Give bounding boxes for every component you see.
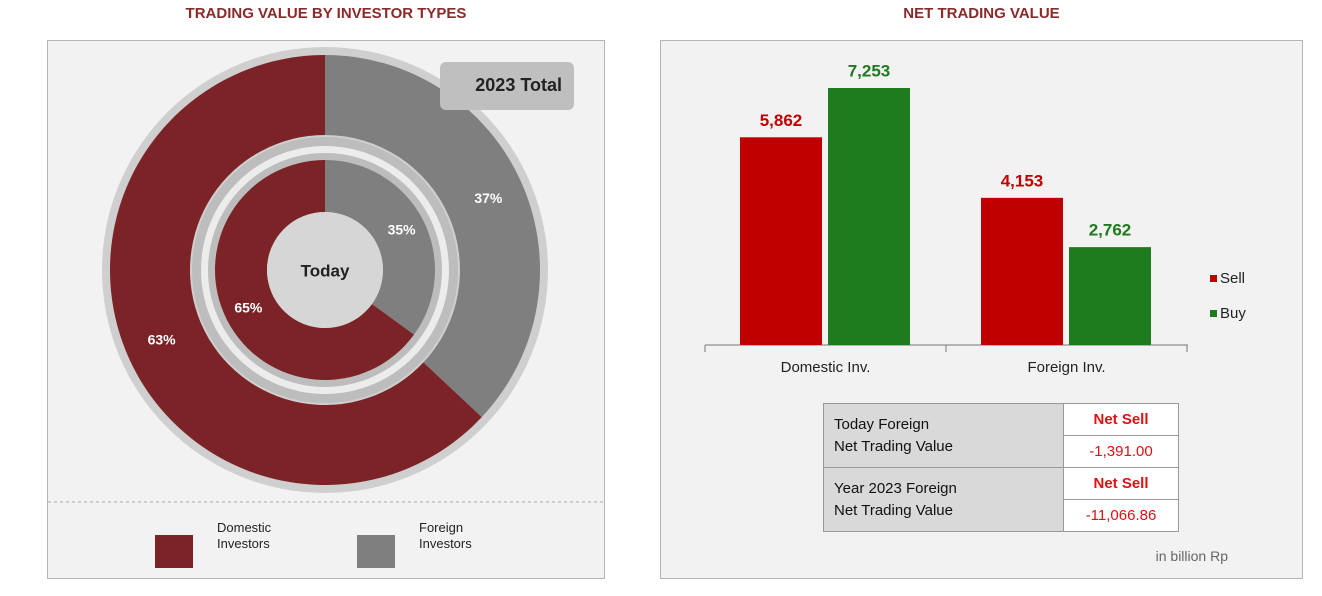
- bar-value-label: 5,862: [760, 111, 803, 130]
- status: Net Sell: [1063, 403, 1179, 436]
- x-tick-label: Foreign Inv.: [1027, 359, 1105, 376]
- table-row: Year 2023 Foreign Net Trading Value Net Se…: [823, 467, 1179, 532]
- bar-value-label: 7,253: [848, 61, 891, 80]
- net-table: Today Foreign Net Trading Value Net Sell -…: [823, 403, 1179, 532]
- bar: [1069, 247, 1151, 345]
- legend-swatch: [1210, 310, 1217, 317]
- bar-value-label: 4,153: [1001, 171, 1044, 190]
- outer-ring-name: 2023 Total: [475, 75, 562, 95]
- net-value: -11,066.86: [1063, 499, 1179, 532]
- row-label: Year 2023 Foreign Net Trading Value: [823, 467, 1064, 532]
- bar: [981, 197, 1063, 345]
- label-line: Net Trading Value: [834, 501, 953, 519]
- donut-slice: [325, 160, 436, 335]
- table-row: Today Foreign Net Trading Value Net Sell: [823, 403, 1179, 468]
- donut-slice: [109, 55, 482, 485]
- bar-value-label: 2,762: [1089, 221, 1132, 240]
- slice-label: 37%: [474, 190, 503, 206]
- label-line: Year 2023 Foreign: [834, 479, 957, 497]
- inner-ring-name: Today: [301, 261, 350, 280]
- status: Net Sell: [1063, 467, 1179, 500]
- bar: [828, 88, 910, 345]
- donut-title: TRADING VALUE BY INVESTOR TYPES: [185, 5, 467, 22]
- bar-title: NET TRADING VALUE: [903, 5, 1060, 22]
- legend-swatch: [155, 535, 193, 568]
- label-line: Today Foreign: [834, 415, 930, 433]
- ring-label-box: [440, 62, 574, 110]
- legend-label: Foreign Investors: [419, 520, 472, 551]
- net-value: -1,391.00: [1063, 435, 1179, 468]
- label-line: Net Trading Value: [834, 437, 953, 455]
- donut-slice: [215, 160, 414, 380]
- slice-label: 35%: [388, 222, 417, 238]
- donut-slice: [325, 55, 540, 418]
- legend-swatch: [357, 535, 395, 568]
- donut: 37% 63% 35% 65% Today: [109, 55, 540, 485]
- legend-label: Domestic Investors: [217, 520, 272, 551]
- bar: [740, 137, 822, 345]
- row-label: Today Foreign Net Trading Value: [823, 403, 1064, 468]
- slice-label: 63%: [148, 331, 177, 347]
- slice-label: 65%: [234, 300, 263, 316]
- x-tick-label: Domestic Inv.: [781, 359, 871, 376]
- donut-hole: [267, 212, 383, 328]
- legend-swatch: [1210, 275, 1217, 282]
- legend-label: Buy: [1220, 305, 1246, 322]
- unit-note: in billion Rp: [1155, 548, 1228, 564]
- legend-label: Sell: [1220, 270, 1245, 287]
- table-row: -11,066.86: [824, 499, 1179, 532]
